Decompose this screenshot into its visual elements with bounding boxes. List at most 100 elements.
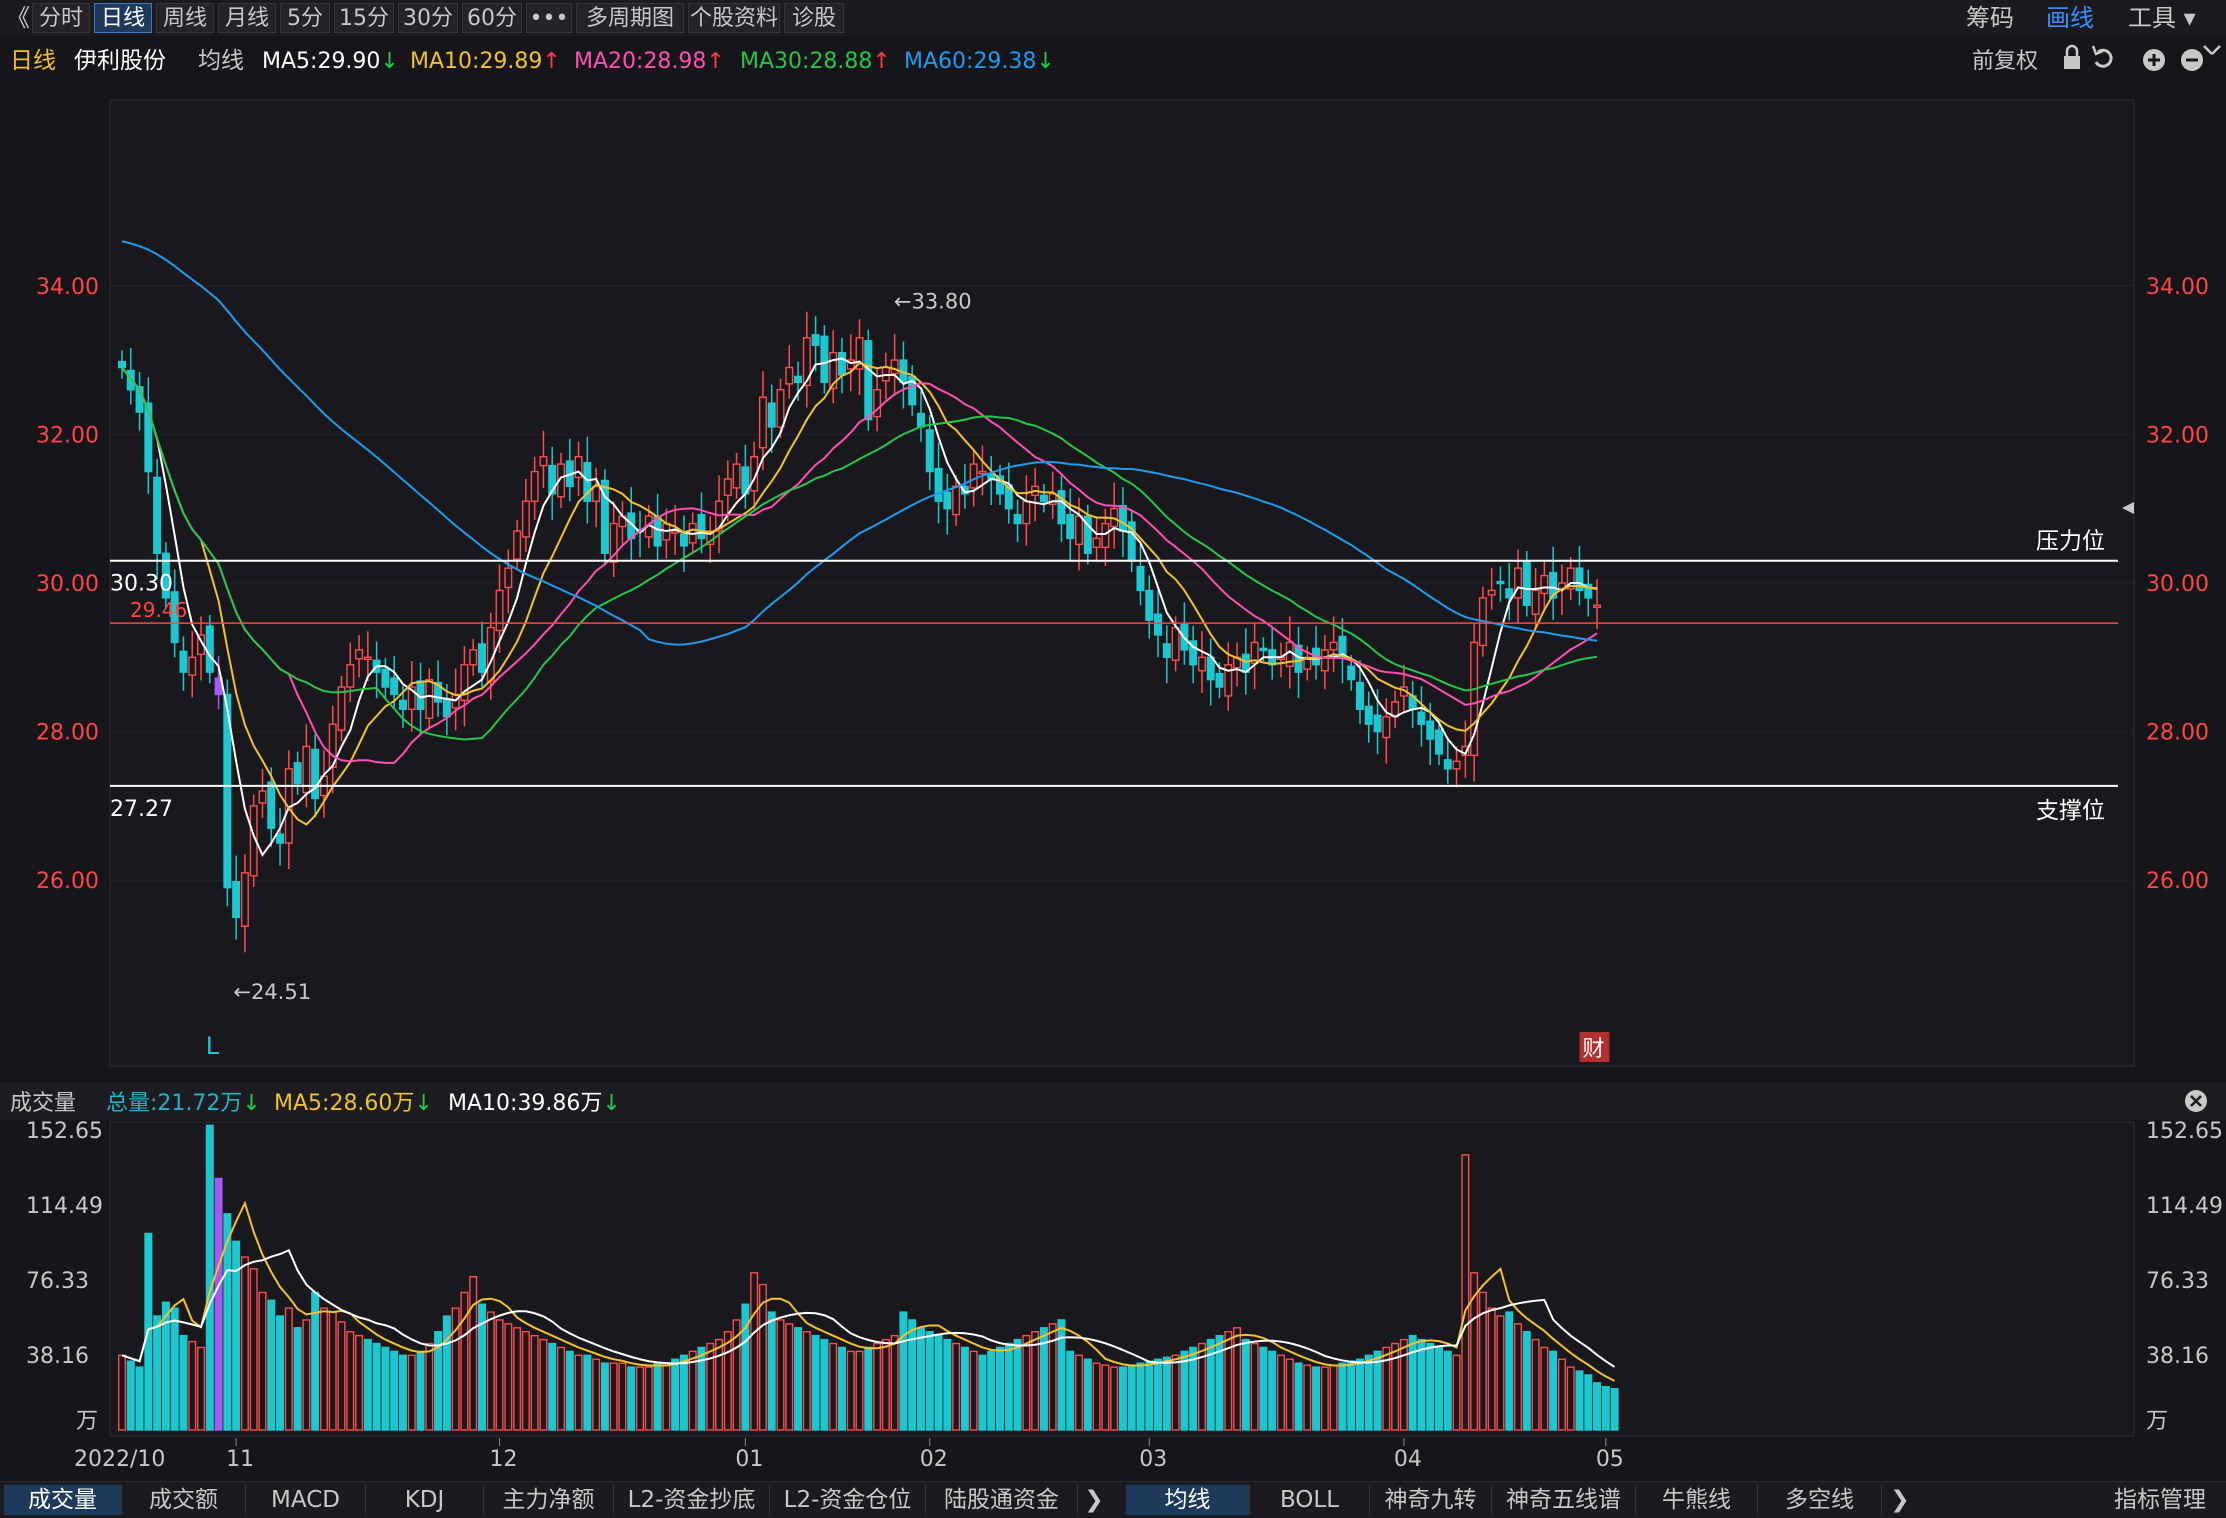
finance-badge-label: 财 xyxy=(1582,1037,1604,1062)
volume-bar xyxy=(600,1362,609,1431)
finance-badge[interactable] xyxy=(1579,1032,1610,1062)
volume-bar xyxy=(1329,1364,1338,1431)
volume-bar xyxy=(1478,1291,1487,1431)
date-tick: 2022/10 xyxy=(74,1447,165,1472)
lock-icon[interactable] xyxy=(2064,44,2080,69)
candle-body xyxy=(1022,500,1031,525)
candle-body xyxy=(521,500,530,538)
l-marker: L xyxy=(206,1032,220,1060)
right-tabs-chevron-icon[interactable]: ❯ xyxy=(1890,1487,1910,1513)
candle-body xyxy=(1382,716,1391,739)
volume-bar xyxy=(1408,1334,1417,1431)
candle-body xyxy=(363,656,372,661)
candle-body xyxy=(1136,565,1145,592)
volume-bar xyxy=(1391,1342,1400,1431)
volume-bar xyxy=(258,1291,267,1431)
stock-chart[interactable]: 日线 伊利股份 均线 MA5:29.90↓ MA10:29.89↑ MA20:28.… xyxy=(0,36,2226,1481)
candle-body xyxy=(1452,760,1461,770)
zoom-out-icon[interactable] xyxy=(2181,49,2203,71)
candle-body xyxy=(1584,583,1593,599)
tab-5min[interactable]: 5分 xyxy=(280,3,330,33)
candle-body xyxy=(1364,705,1373,725)
tab-bull-bear[interactable]: 牛熊线 xyxy=(1636,1485,1758,1515)
candle-body xyxy=(223,693,232,889)
undo-icon[interactable] xyxy=(2091,45,2113,68)
candle-body xyxy=(908,375,917,406)
adjust-label[interactable]: 前复权 xyxy=(1972,49,2038,74)
candle-body xyxy=(890,359,899,375)
volume-bar xyxy=(117,1354,126,1431)
volume-bar xyxy=(653,1362,662,1431)
volume-legend-item: MA5:28.60万↓ xyxy=(274,1091,433,1116)
collapse-icon[interactable] xyxy=(2203,45,2221,55)
tab-main-net[interactable]: 主力净额 xyxy=(484,1485,614,1515)
zoom-in-icon[interactable] xyxy=(2143,49,2165,71)
tab-l2-position[interactable]: L2-资金仓位 xyxy=(770,1485,926,1515)
candle-body xyxy=(1048,493,1057,505)
volume-bar xyxy=(565,1350,574,1431)
tab-long-short[interactable]: 多空线 xyxy=(1758,1485,1882,1515)
stock-profile-button[interactable]: 个股资料 xyxy=(688,3,780,33)
chips-button[interactable]: 筹码 xyxy=(1966,4,2014,32)
tab-kdj[interactable]: KDJ xyxy=(366,1485,484,1515)
tab-boll[interactable]: BOLL xyxy=(1250,1485,1370,1515)
tab-volume[interactable]: 成交量 xyxy=(4,1485,122,1515)
tab-ma[interactable]: 均线 xyxy=(1126,1485,1250,1515)
volume-bar xyxy=(697,1346,706,1431)
candle-body xyxy=(1083,515,1092,554)
diagnose-button[interactable]: 诊股 xyxy=(784,3,844,33)
volume-bar xyxy=(592,1358,601,1431)
tab-magic-nine[interactable]: 神奇九转 xyxy=(1370,1485,1492,1515)
tab-yuexian[interactable]: 月线 xyxy=(218,3,276,33)
tab-zhouxian[interactable]: 周线 xyxy=(156,3,214,33)
volume-bar xyxy=(916,1327,925,1431)
tools-dropdown[interactable]: 工具 ▾ xyxy=(2128,4,2196,32)
candle-body xyxy=(679,533,688,547)
volume-bar xyxy=(328,1311,337,1431)
price-tick-left: 30.00 xyxy=(36,572,99,597)
tab-30min[interactable]: 30分 xyxy=(398,3,458,33)
support-resistance-lines[interactable]: 30.30 压力位 27.27 支撑位 29.46 xyxy=(110,502,2134,824)
candle-body xyxy=(337,686,346,731)
tab-magic-five[interactable]: 神奇五线谱 xyxy=(1492,1485,1636,1515)
volume-unit-right: 万 xyxy=(2146,1409,2168,1434)
candle-body xyxy=(1162,643,1171,659)
tab-l2-bottom[interactable]: L2-资金抄底 xyxy=(614,1485,770,1515)
draw-line-button[interactable]: 画线 xyxy=(2046,4,2094,32)
ma30-line xyxy=(121,366,1598,741)
candle-body xyxy=(785,366,794,385)
ma-legend-item: MA30:28.88↑ xyxy=(740,49,891,74)
candle-body xyxy=(267,781,276,829)
candle-body xyxy=(925,429,934,473)
tab-rixian[interactable]: 日线 xyxy=(94,3,152,33)
volume-bar xyxy=(1347,1360,1356,1431)
tab-fenshi[interactable]: 分时 xyxy=(32,3,90,33)
volume-bar xyxy=(460,1291,469,1431)
volume-bar xyxy=(1154,1358,1163,1431)
price-tick-right: 34.00 xyxy=(2146,275,2209,300)
close-volume-icon[interactable] xyxy=(2185,1090,2207,1112)
tab-15min[interactable]: 15分 xyxy=(334,3,394,33)
volume-bar xyxy=(1031,1331,1040,1431)
candle-body xyxy=(943,491,952,510)
candle-body xyxy=(960,485,969,495)
back-icon[interactable]: 《 xyxy=(6,4,30,32)
more-periods-button[interactable]: ••• xyxy=(526,3,572,33)
current-price-pointer-icon xyxy=(2122,502,2134,514)
volume-bar xyxy=(794,1327,803,1431)
candle-body xyxy=(1189,640,1198,666)
candle-body xyxy=(1417,711,1426,725)
left-tabs-chevron-icon[interactable]: ❯ xyxy=(1084,1487,1104,1513)
candle-body xyxy=(1443,759,1452,770)
multi-period-dropdown[interactable]: 多周期图 ▾ xyxy=(576,3,684,61)
volume-bar xyxy=(1197,1342,1206,1431)
volume-bar xyxy=(1417,1338,1426,1431)
indicator-manage-button[interactable]: 指标管理 xyxy=(2114,1487,2206,1513)
tab-turnover[interactable]: 成交额 xyxy=(122,1485,246,1515)
indicator-name[interactable]: 均线 xyxy=(198,48,244,74)
candle-body xyxy=(557,463,566,498)
tab-macd[interactable]: MACD xyxy=(246,1485,366,1515)
tab-60min[interactable]: 60分 xyxy=(462,3,522,33)
tab-northbound[interactable]: 陆股通资金 xyxy=(926,1485,1078,1515)
candle-body xyxy=(1426,720,1435,740)
